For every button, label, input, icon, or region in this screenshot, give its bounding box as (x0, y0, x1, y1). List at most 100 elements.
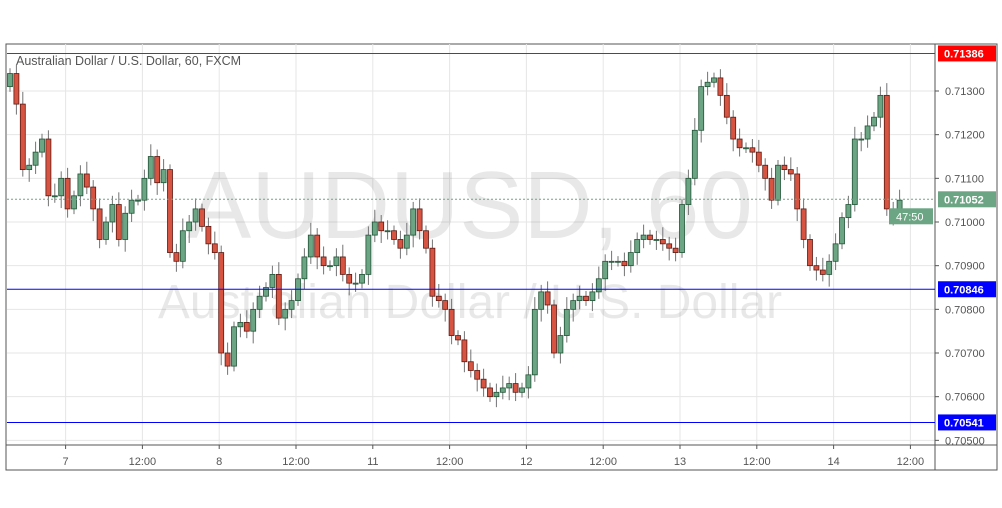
candle-up (595, 278, 602, 293)
candle-up (250, 308, 257, 332)
candle-up (877, 94, 884, 118)
candle-up (627, 252, 634, 267)
candle-up (122, 212, 129, 240)
candle-up (563, 308, 570, 336)
candle-down (314, 234, 321, 258)
candle-down (717, 77, 724, 96)
watermark-symbol: AUDUSD, 60 (187, 152, 753, 259)
chart-frame (5, 43, 998, 471)
candle-down (787, 169, 794, 175)
y-tick-label: 0.71000 (945, 217, 985, 229)
candle-down (467, 361, 474, 371)
candle-up (506, 383, 513, 389)
candle-down (211, 243, 218, 253)
candle-up (39, 138, 45, 153)
candle-up (602, 260, 609, 280)
candle-up (557, 335, 564, 354)
candle-down (391, 230, 397, 240)
y-tick-label: 0.71100 (945, 173, 984, 185)
candle-down (794, 173, 801, 210)
candles (7, 64, 903, 408)
candle-down (487, 387, 493, 398)
candle-up (410, 208, 417, 236)
x-tick-label: 14 (827, 456, 839, 468)
candle-up (691, 129, 698, 179)
candle-down (378, 221, 385, 232)
candle-up (160, 169, 167, 184)
candle-up (192, 208, 199, 223)
candle-up (269, 274, 276, 288)
candle-up (608, 260, 615, 263)
y-tick-label: 0.70700 (945, 348, 985, 360)
candle-down (442, 300, 449, 310)
candle-down (423, 230, 429, 249)
candle-down (339, 256, 346, 275)
candle-up (7, 73, 13, 88)
candle-up (679, 204, 685, 253)
candle-down (96, 208, 103, 240)
candle-up (384, 230, 391, 233)
countdown-badge (889, 208, 933, 225)
candle-down (666, 243, 673, 249)
candle-up (525, 374, 532, 389)
candle-up (71, 195, 77, 210)
candle-up (237, 322, 244, 328)
candle-up (589, 291, 596, 302)
candle-up (403, 234, 410, 249)
candle-up (743, 147, 749, 150)
candle-down (781, 164, 788, 171)
current-price-badge (938, 191, 996, 208)
candle-up (263, 287, 269, 297)
candle-up (499, 387, 506, 393)
candle-up (640, 234, 647, 240)
candle-up (493, 391, 500, 398)
candle-up (58, 177, 65, 197)
level-price-badge (938, 414, 996, 431)
candle-down (429, 247, 436, 297)
candle-down (762, 164, 769, 179)
candle-down (512, 383, 519, 393)
candle-down (154, 156, 161, 184)
candle-down (243, 322, 250, 332)
candle-up (365, 234, 372, 275)
x-tick-label: 13 (674, 456, 686, 468)
level-price-label: 0.70541 (944, 417, 984, 429)
candle-down (461, 339, 468, 363)
y-tick-label: 0.71300 (945, 86, 985, 98)
candle-down (275, 274, 282, 319)
candle-down (13, 73, 20, 105)
candle-down (755, 151, 762, 166)
candle-down (800, 208, 807, 240)
candle-up (109, 204, 116, 223)
candle-up (570, 300, 577, 310)
x-tick-label: 12:00 (282, 456, 310, 468)
candle-down (320, 256, 327, 267)
candle-down (173, 252, 180, 262)
candle-down (205, 225, 212, 245)
candle-down (583, 295, 589, 302)
candle-up (359, 274, 365, 284)
chart-title: Australian Dollar / U.S. Dollar, 60, FXC… (16, 54, 241, 68)
level-price-label: 0.71386 (944, 48, 984, 60)
level-price-label: 0.70846 (944, 284, 984, 296)
candle-down (167, 169, 173, 253)
candle-up (711, 77, 717, 83)
x-tick-label: 12 (520, 456, 532, 468)
candle-down (474, 370, 481, 380)
y-tick-label: 0.70500 (945, 435, 985, 447)
candle-down (90, 186, 97, 210)
x-tick-label: 12:00 (129, 456, 157, 468)
candle-up (576, 295, 583, 302)
candle-up (352, 282, 359, 285)
candle-down (218, 252, 225, 354)
candle-down (883, 94, 890, 210)
candle-up (531, 308, 538, 376)
candle-up (51, 195, 58, 198)
candle-up (231, 326, 237, 367)
y-tick-label: 0.70900 (945, 261, 985, 273)
candle-up (327, 265, 333, 268)
candle-down (45, 138, 52, 197)
candle-down (736, 138, 743, 149)
candle-down (435, 295, 442, 302)
